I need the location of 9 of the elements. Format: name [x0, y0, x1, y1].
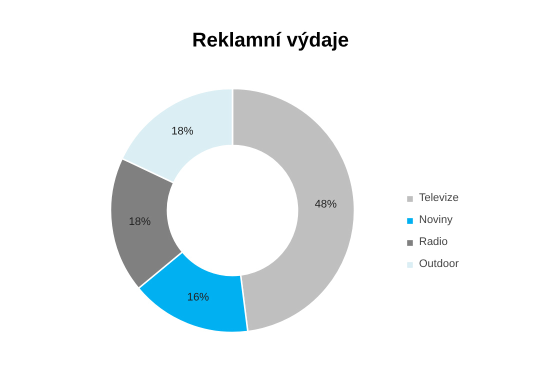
- legend-label: Televize: [419, 192, 459, 204]
- chart-title: Reklamní výdaje: [192, 30, 349, 52]
- legend-label: Noviny: [419, 214, 453, 226]
- data-label: 18%: [128, 216, 151, 228]
- data-label: 18%: [171, 126, 194, 138]
- legend-label: Radio: [419, 236, 448, 248]
- legend-label: Outdoor: [419, 258, 459, 270]
- data-label: 48%: [314, 198, 338, 211]
- data-label: 16%: [187, 291, 210, 304]
